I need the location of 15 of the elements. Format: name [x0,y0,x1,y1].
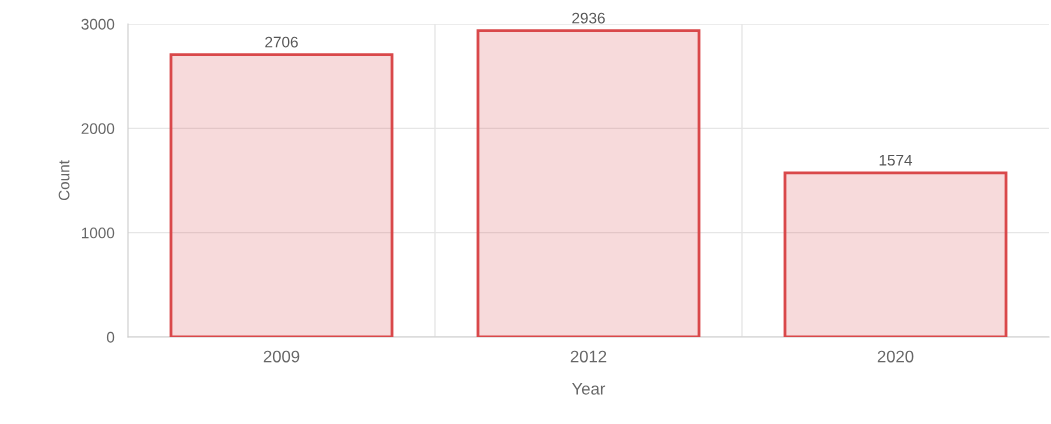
x-tick-label: 2012 [570,350,607,363]
data-label: 2706 [265,36,298,48]
x-tick-label: 2009 [263,350,300,363]
y-axis-title: Count [58,160,70,201]
bar [476,29,701,337]
bar [783,171,1008,337]
bar [169,53,394,337]
y-tick-label: 1000 [81,227,115,239]
data-label: 1574 [879,154,913,166]
y-tick-label: 0 [106,331,115,343]
data-label: 2936 [572,12,605,24]
x-axis-title: Year [572,383,606,395]
y-tick-label: 3000 [81,18,115,30]
y-tick-label: 2000 [81,123,115,135]
x-tick-label: 2020 [877,350,914,363]
